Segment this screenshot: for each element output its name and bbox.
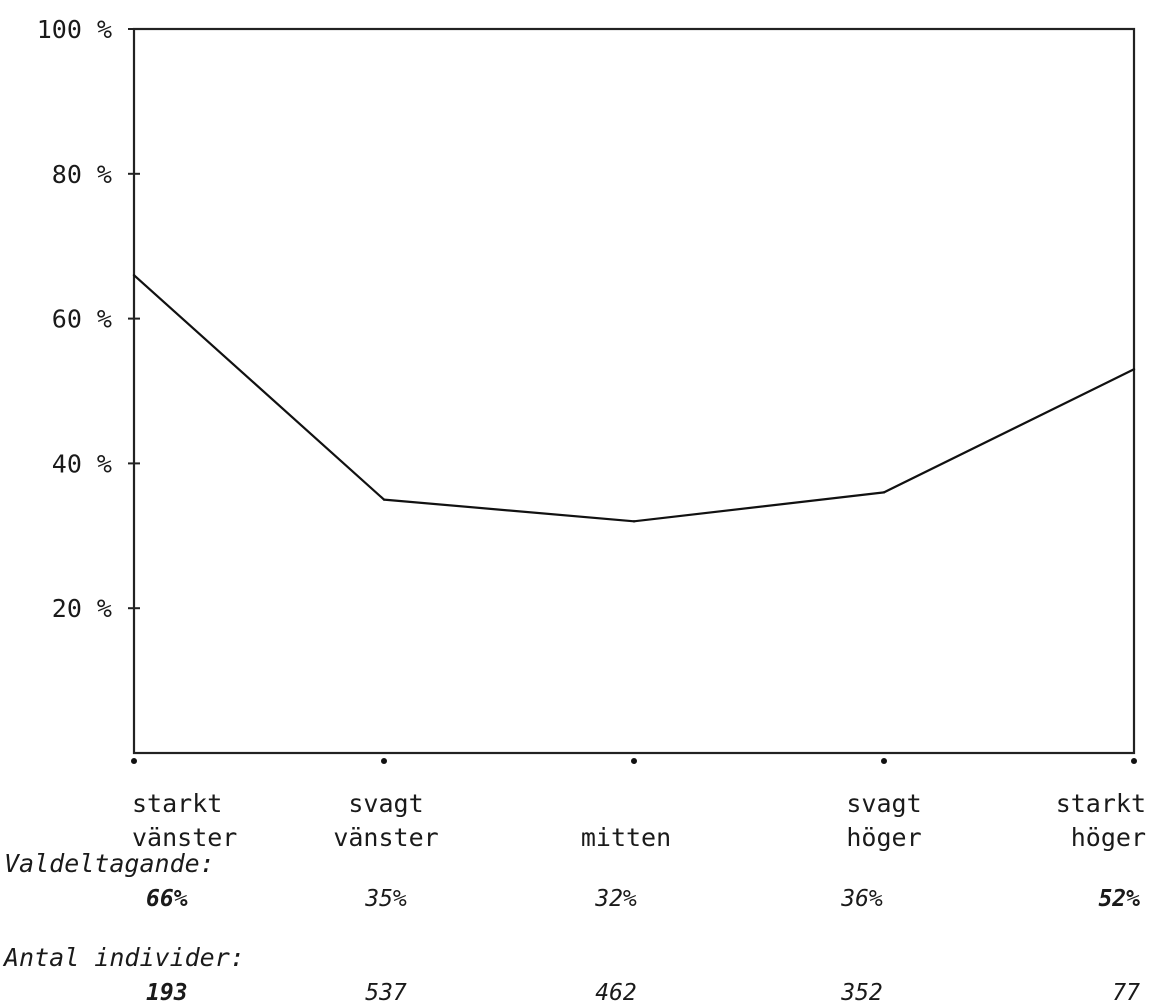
table-cell-value: 36% xyxy=(840,886,883,912)
y-tick-label: 100 % xyxy=(37,15,112,44)
x-axis xyxy=(131,758,1137,764)
table-row-heading: Antal individer: xyxy=(2,943,245,972)
x-tick-dot xyxy=(631,758,637,764)
category-labels: starkt vänster svagt vänster mitten svagt höge… xyxy=(132,789,1146,852)
table-cell-value: 35% xyxy=(364,886,407,912)
series-line xyxy=(133,274,1135,523)
table-cell-value: 32% xyxy=(594,886,637,912)
table-cell-value: 352 xyxy=(840,980,883,1006)
data-point xyxy=(132,273,136,277)
table-cell-value: 462 xyxy=(595,980,637,1006)
y-axis: 100 % 80 % 60 % 40 % 20 % xyxy=(37,15,140,623)
x-tick-dot xyxy=(131,758,137,764)
x-category-label: höger xyxy=(1071,823,1146,852)
x-category-label: svagt xyxy=(846,789,921,818)
x-category-label: vänster xyxy=(132,823,237,852)
x-category-label: mitten xyxy=(581,823,671,852)
data-point xyxy=(882,491,886,494)
table-row-heading: Valdeltagande: xyxy=(4,849,215,878)
data-table: Valdeltagande: 66% 35% 32% 36% 52% Antal indiv… xyxy=(2,849,1140,1006)
x-tick-dot xyxy=(1131,758,1137,764)
x-category-label: starkt xyxy=(132,789,222,818)
table-cell-value: 52% xyxy=(1098,886,1140,912)
y-tick-label: 40 % xyxy=(52,449,112,478)
data-point xyxy=(632,520,636,523)
data-point xyxy=(1132,368,1136,371)
x-category-label: vänster xyxy=(333,823,438,852)
table-cell-value: 77 xyxy=(1112,980,1140,1006)
table-cell-value: 66% xyxy=(146,886,188,912)
data-point xyxy=(382,498,386,501)
x-category-label: höger xyxy=(846,823,921,852)
plot-frame xyxy=(132,27,1136,755)
table-cell-value: 193 xyxy=(146,980,188,1006)
x-category-label: svagt xyxy=(348,789,423,818)
y-tick-label: 60 % xyxy=(52,305,112,334)
series-layer xyxy=(132,273,1136,523)
y-tick-label: 20 % xyxy=(52,594,112,623)
x-category-label: starkt xyxy=(1056,789,1146,818)
x-tick-dot xyxy=(881,758,887,764)
table-cell-value: 537 xyxy=(365,980,407,1006)
y-tick-label: 80 % xyxy=(52,160,112,189)
x-tick-dot xyxy=(381,758,387,764)
